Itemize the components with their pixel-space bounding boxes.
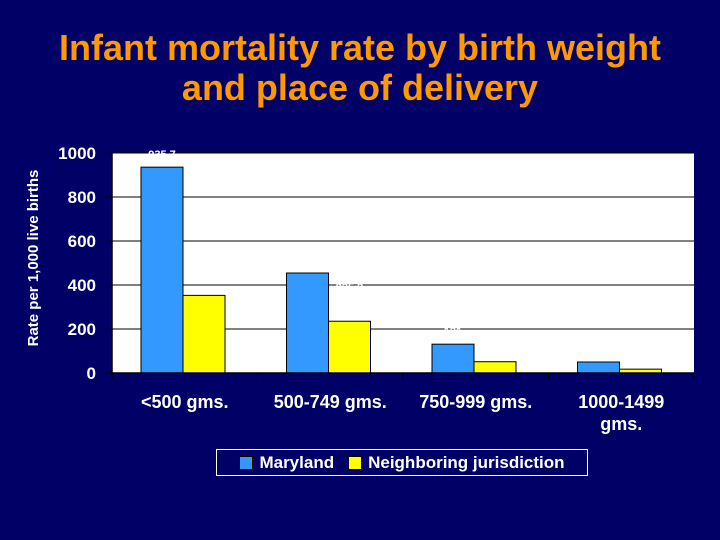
labels: 0 200 400 600 800 1000 Rate per 1,000 live bir… <box>25 144 664 434</box>
legend-swatch-neighboring <box>348 455 363 470</box>
data-label-maryland-3: 50 <box>592 344 604 356</box>
x-category-label-3: 1000-1499 gms. <box>578 392 664 434</box>
y-tick-label-800: 800 <box>68 188 96 207</box>
chart-title-line-2: and place of delivery <box>181 67 539 108</box>
x-category-label-line: 1000-1499 <box>578 392 664 412</box>
chart-title-line-1: Infant mortality rate by birth weight <box>58 27 662 68</box>
y-tick-label-1000: 1000 <box>58 144 96 163</box>
data-label-maryland-1: 454.5 <box>294 255 322 267</box>
legend-label-maryland: Maryland <box>259 452 335 472</box>
y-axis-label: Rate per 1,000 live births <box>25 170 42 347</box>
x-category-label-2: 750-999 gms. <box>419 392 532 412</box>
bars <box>140 166 662 374</box>
data-label-neighboring-1: 235.3 <box>336 282 364 294</box>
y-tick-label-0: 0 <box>87 364 96 383</box>
data-label-maryland-0: 935.7 <box>148 149 176 161</box>
chart-title: Infant mortality rate by birth weight an… <box>0 28 720 108</box>
bar-maryland-0 <box>140 166 184 374</box>
legend-item-maryland: Maryland <box>239 453 334 473</box>
data-label-maryland-2: 131 <box>444 326 462 338</box>
x-category-label-1: 500-749 gms. <box>274 392 387 412</box>
y-tick-label-400: 400 <box>68 276 96 295</box>
bar-maryland-3 <box>577 361 620 374</box>
bar-maryland-1 <box>286 272 329 374</box>
x-category-label-line: gms. <box>600 414 642 434</box>
legend-label-neighboring: Neighboring jurisdiction <box>368 452 565 472</box>
bar-neighboring-1 <box>328 320 371 374</box>
data-label-neighboring-2: 51.3 <box>484 344 505 356</box>
axes <box>106 152 695 379</box>
y-tick-label-200: 200 <box>68 320 96 339</box>
bar-neighboring-0 <box>182 294 226 374</box>
legend-swatch-maryland <box>239 455 254 470</box>
x-category-label-line: 750-999 gms. <box>419 392 532 412</box>
data-label-neighboring-3: 17.5 <box>630 351 651 363</box>
y-tick-label-600: 600 <box>68 232 96 251</box>
bar-neighboring-2 <box>473 361 517 374</box>
legend: Maryland Neighboring jurisdiction <box>216 449 588 476</box>
legend-item-neighboring: Neighboring jurisdiction <box>348 452 565 473</box>
x-category-label-line: <500 gms. <box>141 392 229 412</box>
bar-maryland-2 <box>431 343 475 374</box>
x-category-label-line: 500-749 gms. <box>274 392 387 412</box>
gridlines <box>112 152 694 330</box>
x-category-label-0: <500 gms. <box>141 392 229 412</box>
data-label-neighboring-0: 352.9 <box>190 176 218 188</box>
